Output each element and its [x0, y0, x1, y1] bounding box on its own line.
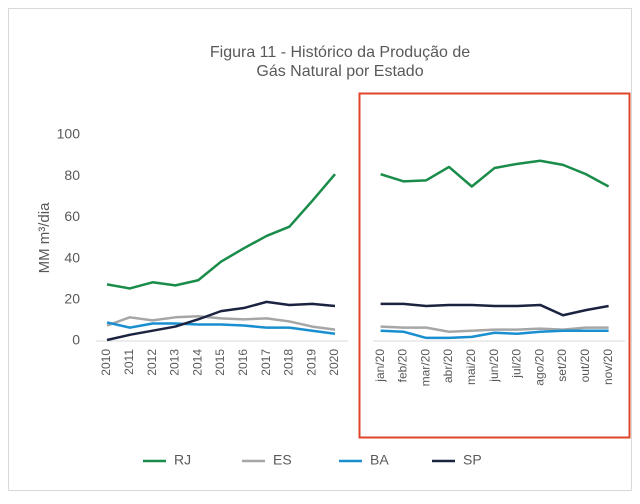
legend-label: SP [463, 452, 482, 468]
x-tick-label: mai/20 [464, 349, 478, 385]
y-tick-label: 80 [64, 167, 80, 183]
line [106, 300, 609, 342]
line [106, 315, 609, 333]
x-tick-label: jan/20 [373, 349, 387, 383]
x-tick-label: 2012 [145, 349, 159, 376]
chart-title: Gás Natural por Estado [256, 63, 423, 80]
y-tick-label: 40 [64, 249, 80, 265]
x-tick-label: 2016 [236, 349, 250, 376]
y-tick-label: 0 [72, 332, 80, 348]
y-tick-label: 20 [64, 291, 80, 307]
legend-label: ES [273, 452, 292, 468]
x-tick-label: 2018 [282, 349, 296, 376]
x-tick-label: mar/20 [418, 349, 432, 387]
x-tick-label: 2011 [122, 349, 136, 375]
x-tick-label: set/20 [555, 349, 569, 382]
legend-label: BA [370, 452, 389, 468]
highlight-box [358, 92, 631, 439]
x-tick-label: nov/20 [601, 349, 615, 385]
x-tick-label: ago/20 [532, 349, 546, 386]
line [106, 321, 609, 340]
x-tick-label: 2015 [213, 349, 227, 376]
x-tick-label: out/20 [578, 349, 592, 383]
y-tick-label: 60 [64, 208, 80, 224]
line [106, 159, 610, 290]
x-tick-label: 2014 [190, 349, 204, 376]
x-tick-label: jul/20 [510, 349, 524, 379]
chart-border [8, 8, 632, 491]
x-tick-label: 2010 [99, 349, 113, 376]
x-tick-label: 2013 [168, 349, 182, 376]
legend-label: RJ [174, 452, 191, 468]
x-tick-label: jun/20 [487, 349, 501, 383]
chart-title: Figura 11 - Histórico da Produção de [210, 44, 470, 61]
x-tick-label: feb/20 [396, 349, 410, 383]
x-tick-label: 2017 [259, 349, 273, 376]
x-tick-label: 2019 [304, 349, 318, 376]
y-tick-label: 100 [57, 126, 81, 142]
x-tick-label: abr/20 [441, 349, 455, 383]
x-tick-label: 2020 [327, 349, 341, 376]
y-axis-label: MM m³/dia [36, 202, 53, 273]
